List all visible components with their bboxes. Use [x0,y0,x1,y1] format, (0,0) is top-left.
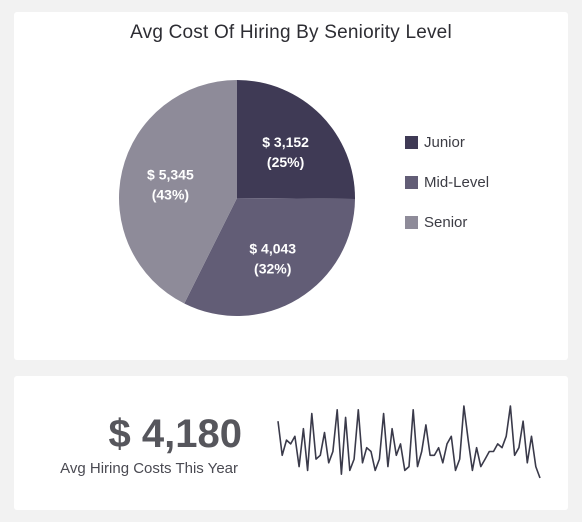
chart-title: Avg Cost Of Hiring By Seniority Level [130,22,452,43]
legend-label: Senior [424,213,468,231]
legend-item: Senior [405,212,489,232]
slice-percent-label: (25%) [267,154,304,170]
legend-item: Junior [405,132,489,152]
kpi-card: $ 4,180 Avg Hiring Costs This Year [14,376,568,510]
legend-label: Mid-Level [424,173,490,191]
pie-slice-senior [119,80,237,304]
kpi-value: $ 4,180 [108,412,242,456]
legend-label: Junior [424,133,465,151]
pie-chart: $ 3,152 (25%) $ 4,043 (32%) $ 5,345 (43%) [119,80,355,316]
legend-swatch [405,175,418,189]
slice-percent-label: (43%) [152,186,189,202]
pie-chart-card: Avg Cost Of Hiring By Seniority Level $ … [14,12,568,360]
slice-value-label: $ 3,152 [262,134,309,150]
slice-value-label: $ 4,043 [249,240,296,256]
pie-slice-mid-level [184,198,355,316]
legend-swatch [405,215,418,229]
sparkline-chart [277,405,541,479]
slice-percent-label: (32%) [254,260,291,276]
kpi-caption: Avg Hiring Costs This Year [60,460,238,477]
legend-swatch [405,135,418,149]
sparkline-series-line [277,405,541,479]
pie-slice-junior [237,80,355,200]
legend-item: Mid-Level [405,172,489,192]
slice-value-label: $ 5,345 [147,166,194,182]
chart-legend: Junior Mid-Level Senior [405,132,489,252]
